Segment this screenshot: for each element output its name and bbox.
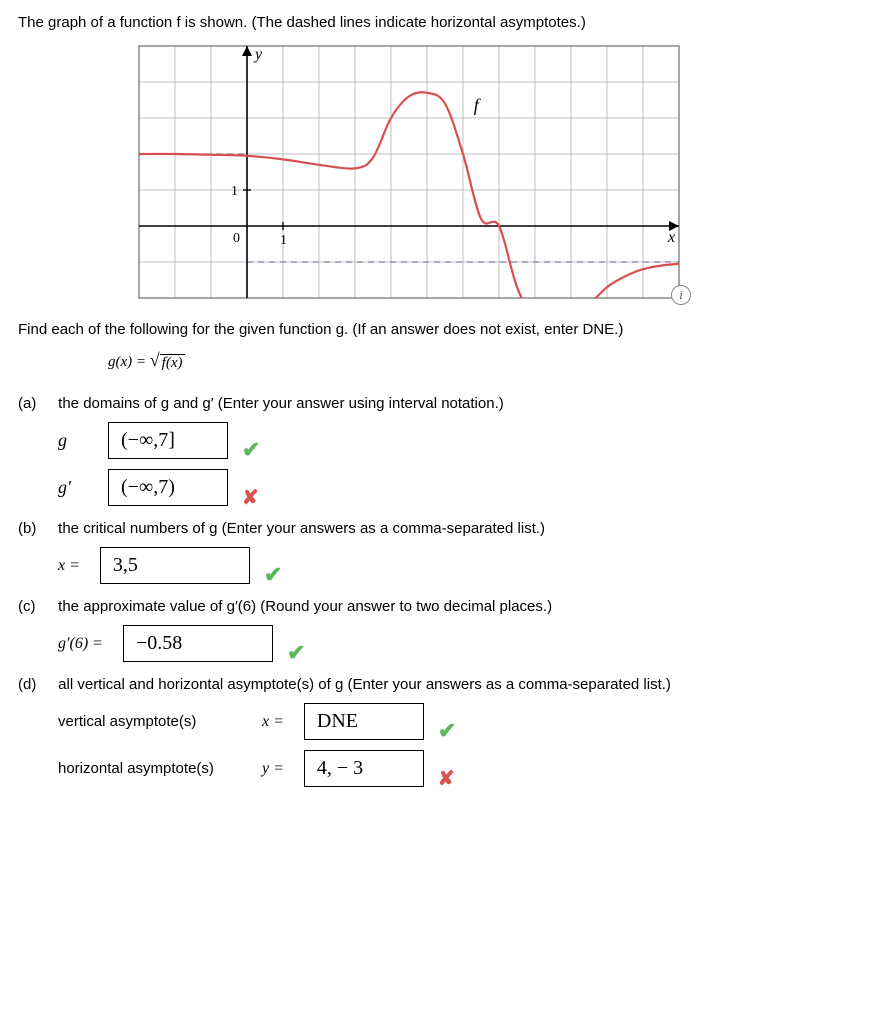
part-b-answer[interactable]: 3,5 bbox=[100, 547, 250, 584]
part-b: (b) the critical numbers of g (Enter you… bbox=[18, 520, 851, 537]
prompt-text: The graph of a function f is shown. (The… bbox=[18, 14, 851, 31]
part-a-row-gprime: g′ (−∞,7) ✘ bbox=[58, 469, 851, 506]
function-graph: y x 0 1 1 f bbox=[138, 45, 680, 299]
part-c: (c) the approximate value of g′(6) (Roun… bbox=[18, 598, 851, 615]
sqrt-expression: √f(x) bbox=[150, 350, 185, 371]
part-c-answer[interactable]: −0.58 bbox=[123, 625, 273, 662]
svg-text:x: x bbox=[667, 229, 675, 246]
part-d-horiz-prefix: y = bbox=[262, 760, 284, 778]
part-c-text: the approximate value of g′(6) (Round yo… bbox=[58, 598, 552, 615]
svg-text:0: 0 bbox=[233, 231, 240, 246]
sqrt-argument: f(x) bbox=[160, 354, 185, 372]
check-icon: ✔ bbox=[438, 718, 456, 744]
gx-lhs: g(x) = bbox=[108, 354, 150, 370]
radical-icon: √ bbox=[150, 350, 160, 370]
instruction-span: Find each of the following for the given… bbox=[18, 321, 623, 338]
part-d-vert-label: vertical asymptote(s) bbox=[58, 713, 248, 730]
part-a-text: the domains of g and g′ (Enter your answ… bbox=[58, 395, 504, 412]
part-d-horiz-answer[interactable]: 4, − 3 bbox=[304, 750, 424, 787]
part-a-g-label: g bbox=[58, 430, 94, 451]
part-a-label: (a) bbox=[18, 395, 54, 412]
part-b-row: x = 3,5 ✔ bbox=[58, 547, 851, 584]
check-icon: ✔ bbox=[287, 640, 305, 666]
part-a-row-g: g (−∞,7] ✔ bbox=[58, 422, 851, 459]
part-b-label: (b) bbox=[18, 520, 54, 537]
part-d-row-vertical: vertical asymptote(s) x = DNE ✔ bbox=[58, 703, 851, 740]
part-d-vert-answer[interactable]: DNE bbox=[304, 703, 424, 740]
info-icon[interactable]: i bbox=[671, 285, 691, 305]
instruction-text: Find each of the following for the given… bbox=[18, 321, 851, 338]
graph-container: y x 0 1 1 f i bbox=[18, 39, 851, 307]
part-c-prefix: g′(6) = bbox=[58, 635, 103, 653]
check-icon: ✔ bbox=[242, 437, 260, 463]
part-d-text: all vertical and horizontal asymptote(s)… bbox=[58, 676, 671, 693]
svg-text:f: f bbox=[474, 95, 482, 115]
svg-text:y: y bbox=[253, 46, 263, 63]
gx-definition: g(x) = √f(x) bbox=[18, 346, 851, 381]
part-a-gprime-label: g′ bbox=[58, 477, 94, 498]
part-b-prefix: x = bbox=[58, 557, 80, 575]
part-d-horiz-label: horizontal asymptote(s) bbox=[58, 760, 248, 777]
check-icon: ✔ bbox=[264, 562, 282, 588]
cross-icon: ✘ bbox=[438, 766, 455, 791]
part-a-gprime-answer[interactable]: (−∞,7) bbox=[108, 469, 228, 506]
part-c-row: g′(6) = −0.58 ✔ bbox=[58, 625, 851, 662]
part-d-row-horizontal: horizontal asymptote(s) y = 4, − 3 ✘ bbox=[58, 750, 851, 787]
part-b-text: the critical numbers of g (Enter your an… bbox=[58, 520, 545, 537]
info-icon-glyph: i bbox=[679, 287, 683, 303]
part-d: (d) all vertical and horizontal asymptot… bbox=[18, 676, 851, 693]
part-d-label: (d) bbox=[18, 676, 54, 693]
part-a-g-answer[interactable]: (−∞,7] bbox=[108, 422, 228, 459]
part-d-vert-prefix: x = bbox=[262, 713, 284, 731]
part-c-label: (c) bbox=[18, 598, 54, 615]
svg-text:1: 1 bbox=[231, 184, 238, 199]
part-a: (a) the domains of g and g′ (Enter your … bbox=[18, 395, 851, 412]
svg-text:1: 1 bbox=[280, 233, 287, 248]
prompt-span: The graph of a function f is shown. (The… bbox=[18, 14, 586, 31]
cross-icon: ✘ bbox=[242, 485, 259, 510]
